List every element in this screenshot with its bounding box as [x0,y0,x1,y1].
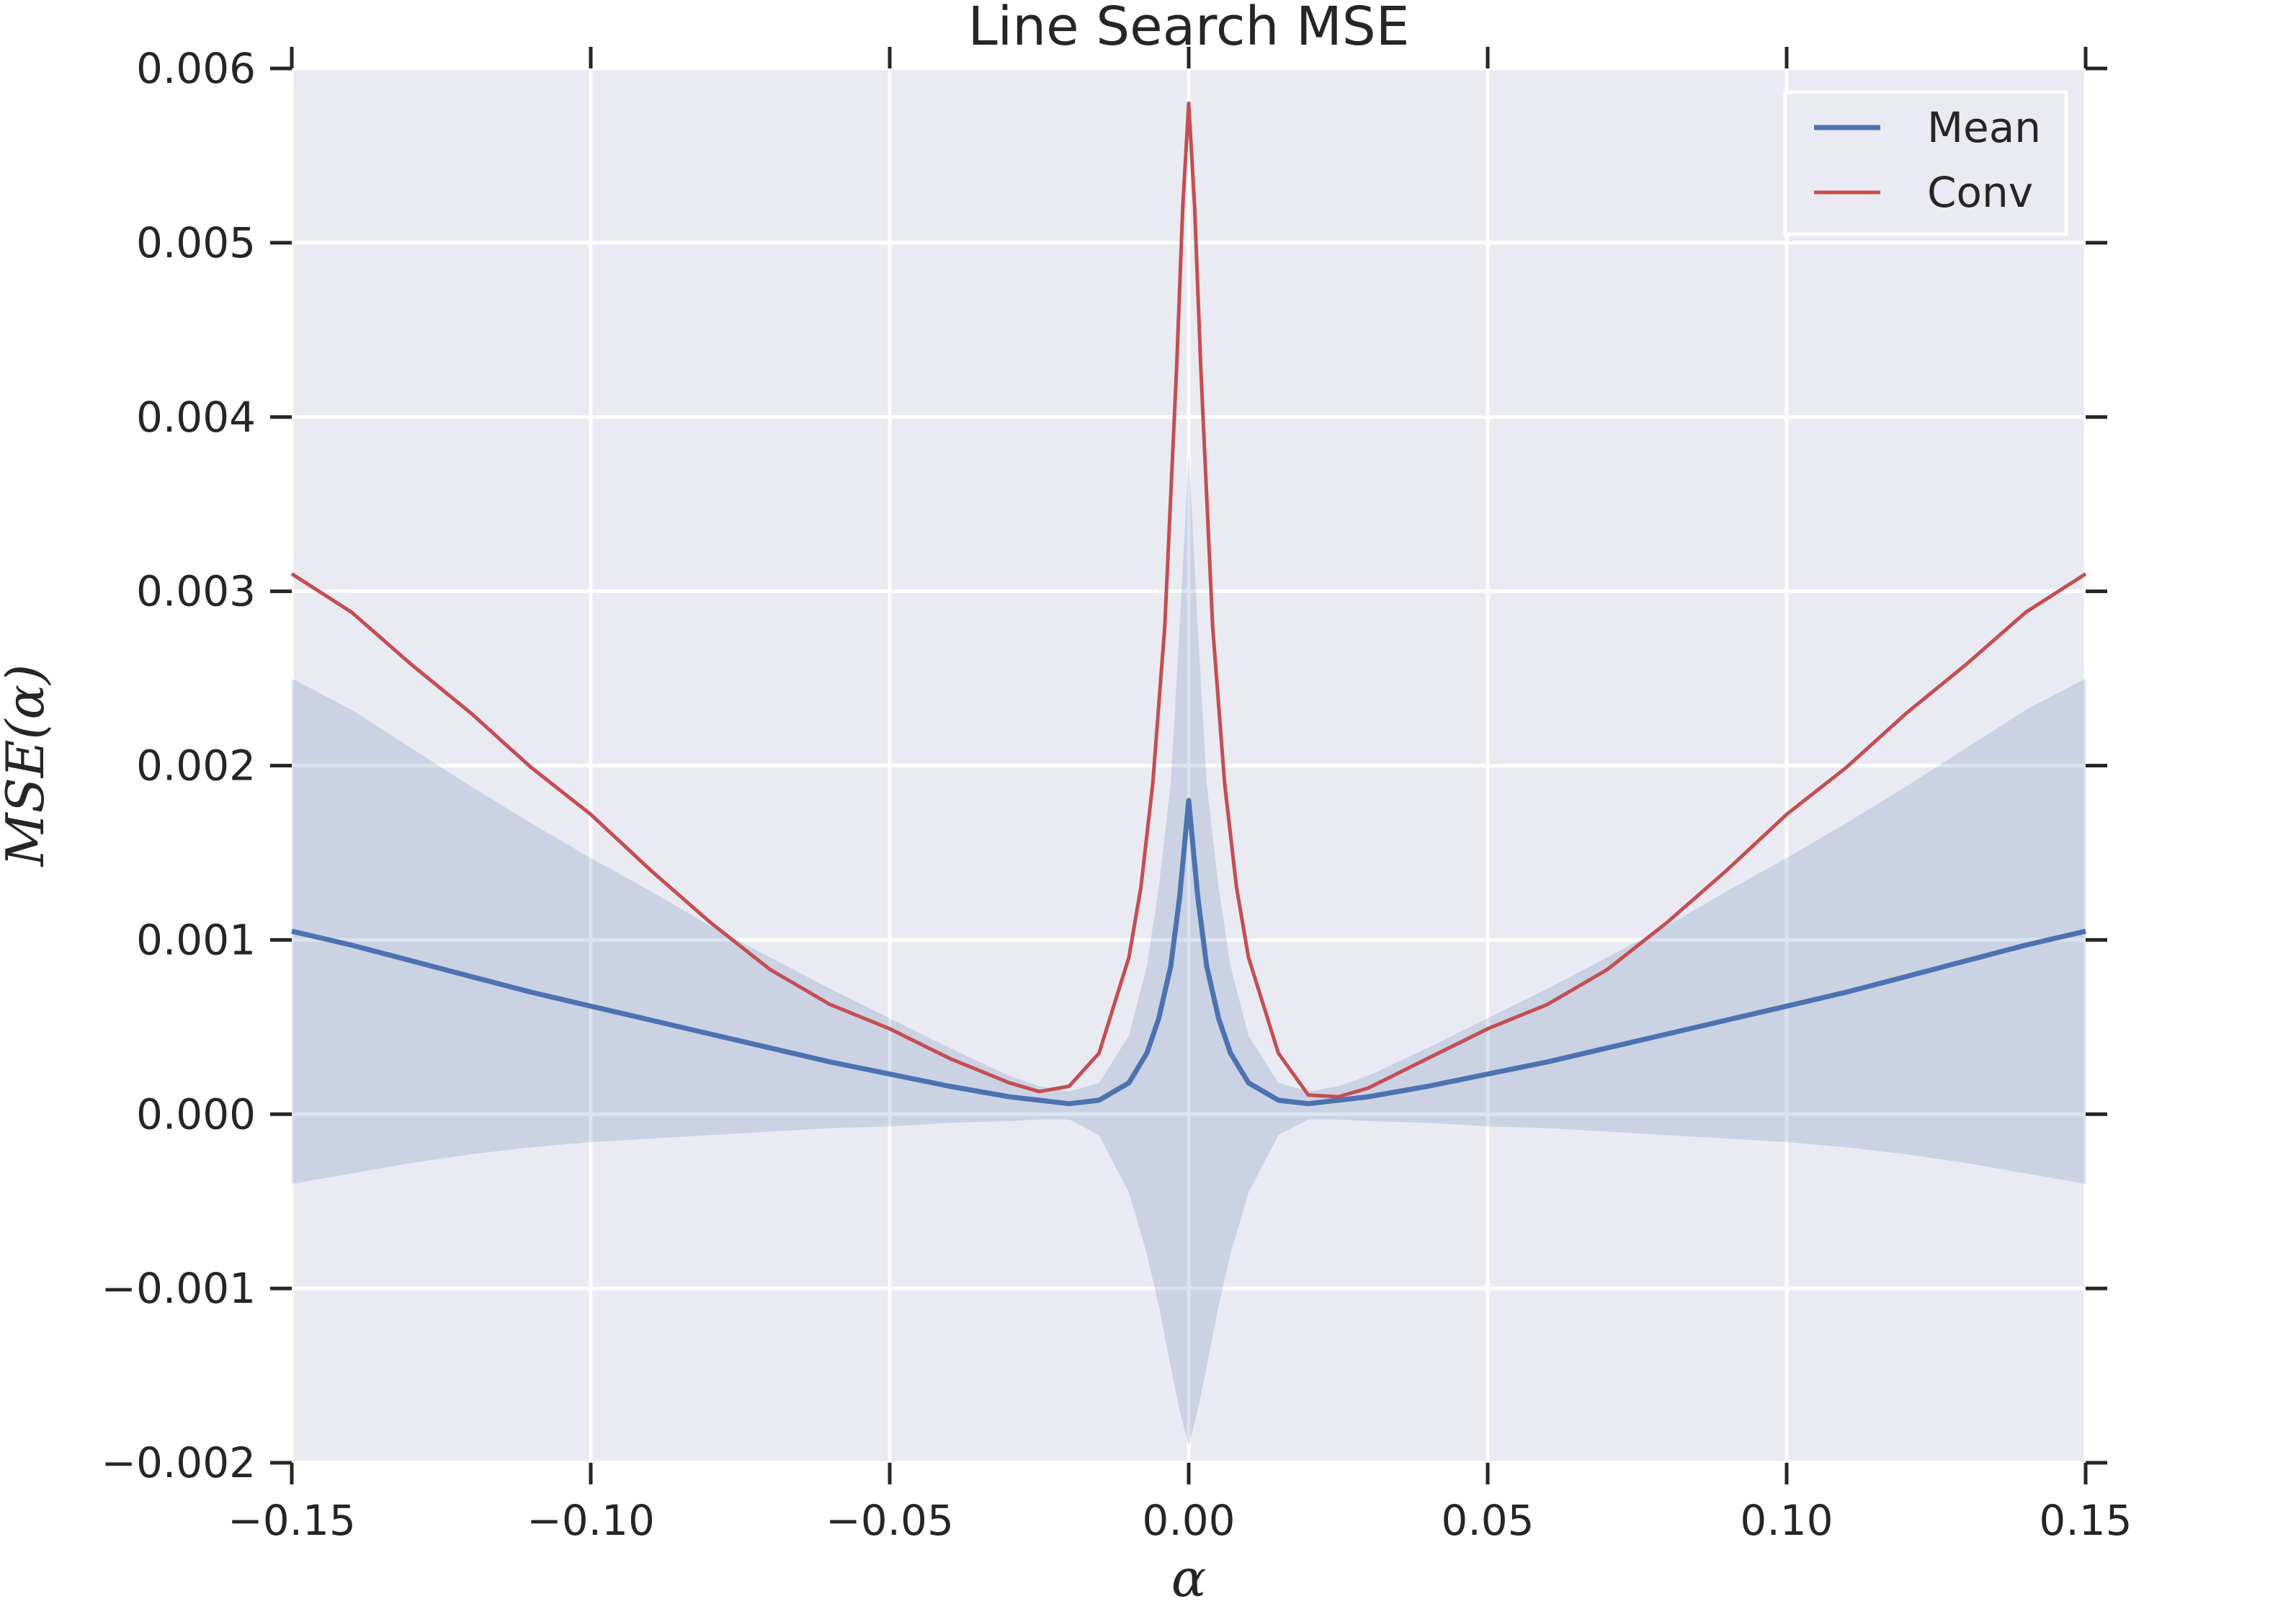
y-axis-label: MSE(α) [0,664,55,868]
legend-label-mean: Mean [1927,103,2041,152]
band-mean-std [292,452,2086,1445]
series-line-mean [291,798,2086,1107]
legend-label-conv: Conv [1927,168,2033,217]
y-tick-label: 0.004 [136,393,256,442]
y-tick-label: 0.001 [136,915,256,964]
y-tick-label: −0.001 [101,1264,256,1313]
x-tick-label: 0.15 [2039,1496,2132,1545]
chart-title: Line Search MSE [968,0,1409,58]
x-tick-label: −0.10 [527,1496,655,1545]
x-tick-label: 0.05 [1441,1496,1534,1545]
y-tick-label: 0.003 [136,567,256,616]
y-tick-label: 0.005 [136,218,256,267]
ticks [270,47,2107,1484]
y-tick-label: 0.006 [136,44,256,93]
x-tick-label: 0.10 [1740,1496,1833,1545]
x-tick-label: −0.05 [826,1496,954,1545]
tick-labels: −0.15 −0.10 −0.05 0.00 0.05 0.10 0.15 −0.002 −0.… [101,44,2132,1545]
x-axis-label: α [1171,1548,1207,1604]
y-tick-label: 0.002 [136,741,256,790]
y-tick-label: −0.002 [101,1438,256,1487]
y-tick-label: 0.000 [136,1090,256,1139]
legend: Mean Conv [1783,90,2068,236]
legend-box [1783,90,2068,236]
series-line-conv [290,101,2087,1099]
x-tick-label: −0.15 [228,1496,356,1545]
x-tick-label: 0.00 [1142,1496,1235,1545]
